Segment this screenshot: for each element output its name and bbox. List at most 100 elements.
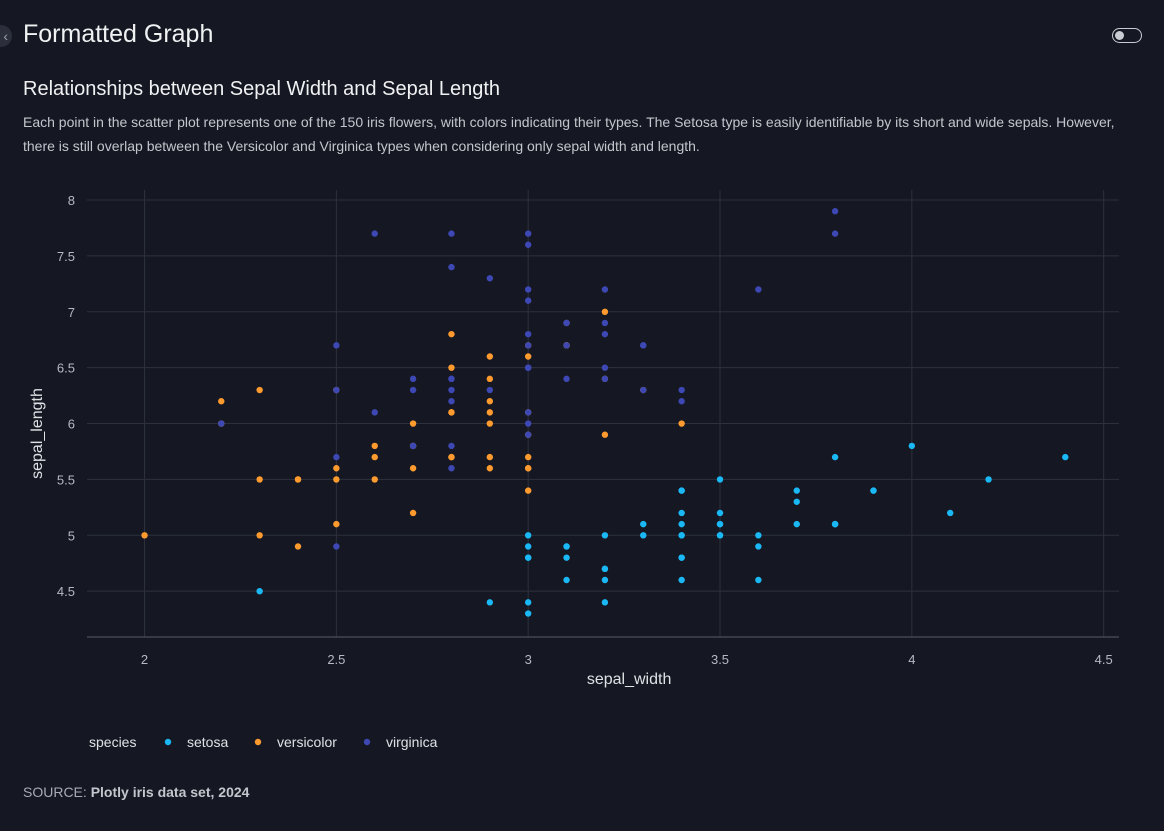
x-tick-label: 3 (525, 652, 532, 667)
versicolor-point (524, 487, 532, 494)
toggle-knob (1115, 30, 1124, 40)
legend-label-setosa[interactable]: setosa (187, 734, 228, 750)
virginica-point (563, 319, 570, 327)
legend-label-virginica[interactable]: virginica (386, 734, 438, 750)
setosa-point (640, 520, 647, 528)
versicolor-point (371, 442, 378, 450)
setosa-point (755, 532, 762, 539)
virginica-point (448, 263, 455, 271)
chart-title: Relationships between Sepal Width and Se… (23, 78, 500, 100)
virginica-point (371, 230, 378, 237)
y-tick-label: 5 (68, 528, 75, 543)
virginica-point (524, 420, 532, 427)
virginica-point (640, 342, 647, 349)
versicolor-point (486, 409, 494, 416)
setosa-point (793, 487, 800, 494)
versicolor-point (256, 476, 263, 483)
x-tick-label: 2.5 (327, 652, 345, 667)
setosa-point (256, 587, 263, 595)
virginica-point (371, 409, 378, 416)
setosa-point (716, 520, 724, 528)
versicolor-point (141, 532, 148, 539)
setosa-point (524, 543, 532, 550)
source-text: Plotly iris data set, 2024 (90, 784, 250, 800)
virginica-point (524, 431, 532, 438)
legend-label-versicolor[interactable]: versicolor (277, 734, 337, 750)
versicolor-point (486, 375, 494, 383)
versicolor-point (601, 308, 609, 316)
setosa-point (716, 476, 724, 483)
versicolor-point (294, 476, 302, 483)
setosa-point (563, 543, 570, 550)
setosa-point (640, 532, 647, 539)
versicolor-point (678, 420, 685, 427)
setosa-point (678, 576, 685, 584)
x-tick-label: 3.5 (711, 652, 729, 667)
setosa-point (524, 532, 532, 539)
versicolor-point (601, 431, 609, 438)
legend-marker-setosa[interactable] (164, 738, 172, 746)
virginica-point (448, 230, 455, 237)
setosa-point (946, 509, 954, 517)
setosa-point (716, 509, 724, 517)
virginica-point (601, 330, 609, 338)
back-arrow-icon[interactable]: ‹ (0, 25, 12, 47)
virginica-point (524, 230, 532, 237)
virginica-point (524, 364, 532, 371)
source-prefix: SOURCE: (23, 784, 91, 800)
virginica-point (409, 386, 417, 394)
virginica-point (333, 453, 340, 461)
virginica-point (448, 442, 455, 450)
virginica-point (524, 342, 532, 349)
versicolor-point (486, 465, 494, 472)
setosa-point (486, 599, 494, 606)
setosa-point (1062, 453, 1069, 461)
setosa-point (524, 610, 532, 617)
chart-description: Each point in the scatter plot represent… (23, 114, 1115, 154)
setosa-point (985, 476, 992, 483)
y-tick-label: 7.5 (57, 249, 75, 264)
setosa-point (870, 487, 877, 494)
versicolor-point (524, 465, 532, 472)
setosa-point (563, 576, 570, 584)
versicolor-point (371, 453, 378, 461)
versicolor-point (486, 420, 494, 427)
virginica-point (601, 364, 609, 371)
virginica-point (563, 375, 570, 383)
setosa-point (831, 520, 839, 528)
setosa-point (908, 442, 916, 450)
source-note: SOURCE: Plotly iris data set, 2024 (23, 784, 249, 800)
versicolor-point (409, 420, 417, 427)
theme-toggle[interactable] (1112, 28, 1142, 43)
virginica-point (524, 241, 532, 248)
setosa-point (601, 576, 609, 584)
virginica-point (218, 420, 225, 427)
setosa-point (678, 509, 685, 517)
setosa-point (678, 532, 685, 539)
virginica-point (755, 286, 762, 293)
virginica-point (831, 208, 839, 215)
virginica-point (524, 409, 532, 416)
virginica-point (601, 286, 609, 293)
virginica-point (486, 386, 494, 394)
legend-marker-versicolor[interactable] (254, 738, 262, 746)
x-axis-title: sepal_width (587, 671, 672, 688)
virginica-point (409, 442, 417, 450)
legend-marker-virginica[interactable] (363, 738, 371, 746)
virginica-point (486, 275, 494, 282)
setosa-point (793, 520, 800, 528)
versicolor-point (333, 465, 340, 472)
virginica-point (333, 543, 340, 550)
virginica-point (563, 342, 570, 349)
versicolor-point (218, 398, 225, 405)
setosa-point (678, 520, 685, 528)
versicolor-point (486, 353, 494, 360)
setosa-point (831, 453, 839, 461)
versicolor-point (333, 520, 340, 528)
virginica-point (448, 386, 455, 394)
y-tick-label: 4.5 (57, 584, 75, 599)
virginica-point (524, 330, 532, 338)
setosa-point (755, 543, 762, 550)
versicolor-point (448, 330, 455, 338)
versicolor-point (486, 453, 494, 461)
